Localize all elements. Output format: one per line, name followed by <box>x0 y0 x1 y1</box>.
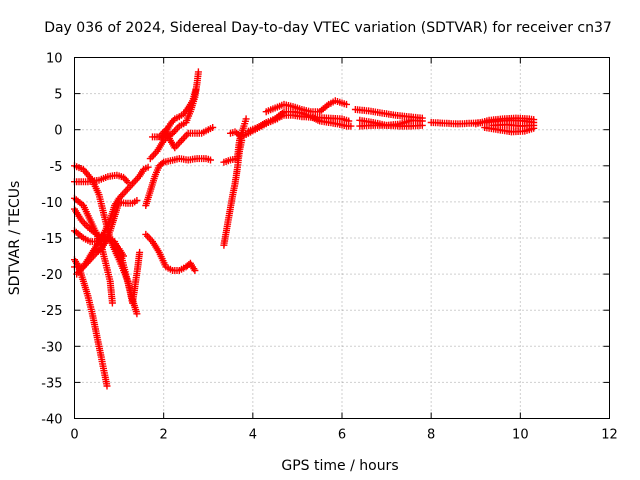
series-arc-20 <box>351 106 426 122</box>
series-arc-24 <box>472 114 538 128</box>
data-point <box>207 156 214 164</box>
x-tick-label: 0 <box>70 428 78 443</box>
y-tick-label: 5 <box>54 88 62 103</box>
series-arc-13 <box>157 86 200 143</box>
data-point <box>343 100 350 108</box>
y-tick-label: -25 <box>41 304 62 319</box>
y-tick-label: -35 <box>41 376 62 391</box>
y-tick-label: -30 <box>41 340 62 355</box>
series-arc-10 <box>142 155 214 209</box>
data-point <box>347 122 355 130</box>
series-arc-9 <box>142 230 199 274</box>
series-arc-7 <box>73 197 141 278</box>
series-arc-18 <box>262 97 350 116</box>
data-point <box>194 68 202 76</box>
x-tick-label: 12 <box>601 428 618 443</box>
data-point <box>136 248 144 256</box>
x-tick-label: 4 <box>249 428 257 443</box>
data-point <box>530 121 538 129</box>
data-point <box>191 267 199 274</box>
data-points <box>71 68 538 390</box>
y-tick-label: 0 <box>54 124 62 139</box>
y-tick-label: 10 <box>46 52 63 67</box>
data-point <box>158 159 166 167</box>
series-arc-19 <box>271 108 355 130</box>
axis-ticks: 0 2 4 6 8 10 12 10 5 0 -5 -10 -15 -20 -25 -30 -35 -40 <box>41 52 618 443</box>
series-arc-22 <box>356 116 426 130</box>
x-tick-label: 2 <box>160 428 168 443</box>
series-arc-26 <box>490 121 538 130</box>
data-point <box>209 124 217 131</box>
y-axis-label: SDTVAR / TECUs <box>7 181 23 296</box>
data-point <box>144 163 152 171</box>
y-tick-label: -15 <box>41 232 62 247</box>
data-point <box>418 121 426 129</box>
data-point <box>108 299 116 307</box>
series-arc-14 <box>220 137 246 249</box>
data-point <box>242 115 250 123</box>
data-point <box>133 310 141 318</box>
x-tick-label: 10 <box>512 428 529 443</box>
y-tick-label: -10 <box>41 196 62 211</box>
series-arc-2 <box>71 171 132 186</box>
x-axis-label: GPS time / hours <box>281 458 398 474</box>
grid <box>74 57 610 419</box>
data-point <box>103 382 111 390</box>
series-arc-15 <box>220 115 250 166</box>
y-tick-label: -40 <box>41 413 62 428</box>
chart-title: Day 036 of 2024, Sidereal Day-to-day VTE… <box>44 20 612 36</box>
y-tick-label: -5 <box>50 160 63 175</box>
plot-frame <box>74 57 610 419</box>
x-tick-label: 8 <box>427 428 435 443</box>
y-tick-label: -20 <box>41 268 62 283</box>
x-tick-label: 6 <box>338 428 346 443</box>
data-point <box>192 86 200 94</box>
data-point <box>133 197 141 204</box>
